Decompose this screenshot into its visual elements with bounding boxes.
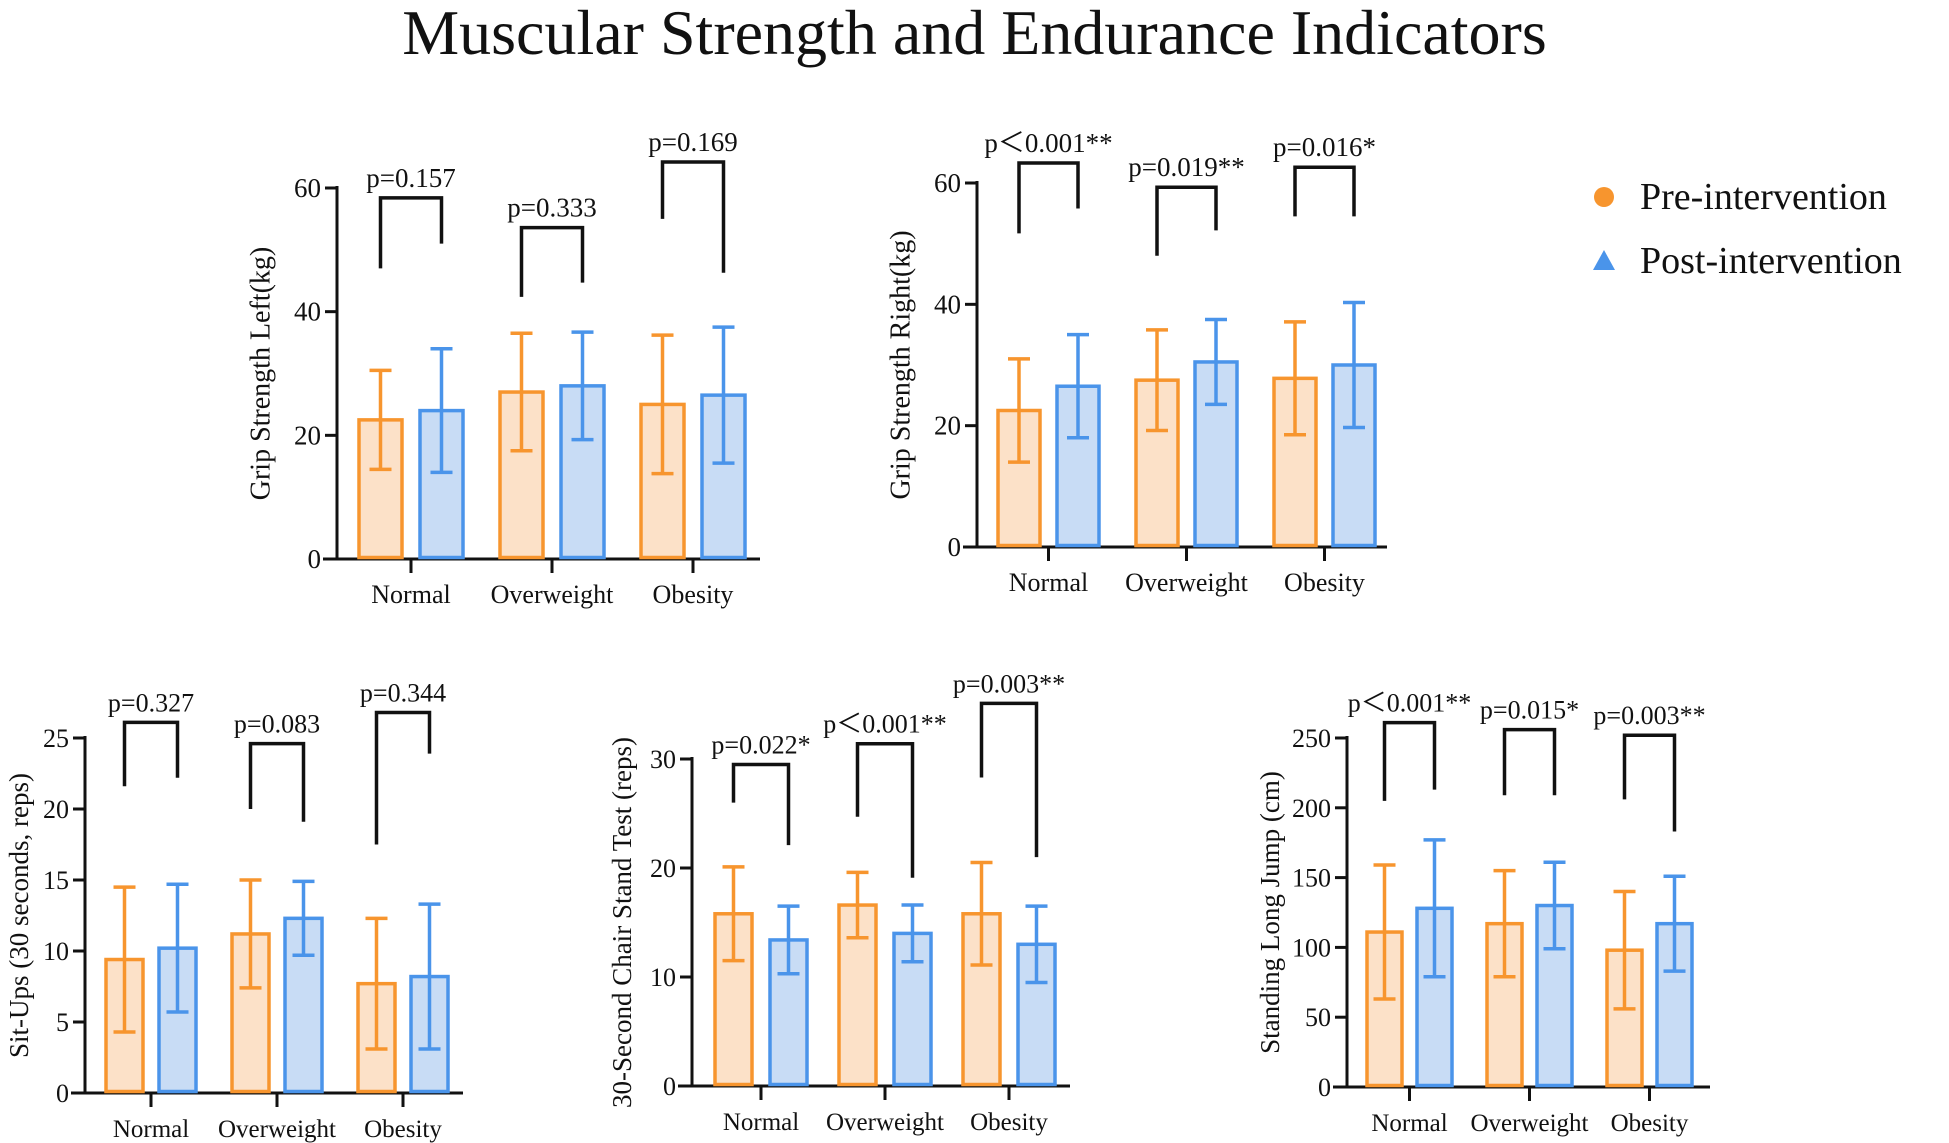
p-value-label: p=0.016* [1273, 132, 1376, 162]
x-tick-label: Obesity [364, 1116, 442, 1143]
p-value-label: p=0.003** [953, 669, 1065, 698]
p-value-label: p＜0.001** [823, 710, 947, 739]
y-tick-label: 20 [43, 795, 69, 824]
legend-item-pre: Pre-intervention [1592, 165, 1902, 229]
x-tick-label: Normal [1009, 568, 1088, 597]
p-value-label: p=0.022* [711, 730, 810, 759]
circle-marker-icon [1594, 187, 1614, 207]
p-value-label: p＜0.001** [1348, 689, 1472, 718]
x-tick-label: Overweight [1470, 1110, 1588, 1137]
x-tick-label: Obesity [653, 580, 734, 609]
bar-post [892, 931, 933, 1087]
y-axis-label: Sit-Ups (30 seconds, reps) [4, 773, 34, 1058]
significance-bracket [1155, 185, 1218, 256]
x-tick-label: Normal [723, 1109, 799, 1136]
x-tick-label: Overweight [1125, 568, 1249, 597]
y-axis-label: Grip Strength Right(kg) [885, 230, 916, 499]
chart-panel: 0 20 40 60 Grip Strength Left(kg) Normal p=0.1… [245, 127, 760, 609]
x-tick-label: Normal [113, 1116, 189, 1143]
significance-bracket [378, 196, 444, 269]
y-tick-label: 25 [43, 724, 69, 753]
p-value-label: p=0.327 [108, 688, 194, 717]
significance-bracket [979, 701, 1039, 858]
figure-title: Muscular Strength and Endurance Indicato… [402, 0, 1547, 68]
p-value-label: p=0.015* [1480, 696, 1579, 725]
p-value-label: p=0.019** [1128, 152, 1244, 182]
significance-bracket [519, 225, 585, 297]
bar-post [1055, 384, 1101, 548]
y-tick-label: 30 [650, 745, 676, 774]
significance-bracket [374, 710, 432, 845]
p-value-label: p=0.169 [648, 127, 737, 157]
y-tick-label: 0 [308, 544, 322, 574]
x-tick-label: Normal [1371, 1110, 1447, 1137]
y-tick-label: 20 [934, 411, 961, 441]
y-tick-label: 250 [1292, 724, 1331, 753]
y-tick-label: 5 [56, 1008, 69, 1037]
y-axis-label: 30-Second Chair Stand Test (reps) [607, 737, 637, 1108]
y-tick-label: 0 [663, 1072, 676, 1101]
bar-pre [1134, 378, 1180, 548]
y-tick-label: 0 [56, 1079, 69, 1108]
y-axis-label: Standing Long Jump (cm) [1255, 771, 1285, 1054]
bar-pre [357, 418, 404, 560]
legend: Pre-intervention Post-intervention [1592, 165, 1902, 293]
legend-label-pre: Pre-intervention [1640, 176, 1887, 218]
y-tick-label: 50 [1305, 1003, 1331, 1032]
y-tick-label: 20 [294, 420, 321, 450]
chart-panel: 0 5 10 15 20 25 Sit-Ups (30 seconds, reps) Norm… [4, 678, 463, 1143]
x-tick-label: Overweight [826, 1109, 944, 1136]
legend-label-post: Post-intervention [1640, 240, 1902, 282]
p-value-label: p=0.083 [234, 710, 320, 739]
x-tick-label: Overweight [491, 580, 615, 609]
y-tick-label: 15 [43, 866, 69, 895]
p-value-label: p=0.344 [360, 678, 446, 707]
significance-bracket [248, 741, 306, 822]
y-tick-label: 10 [43, 937, 69, 966]
x-tick-label: Obesity [970, 1109, 1048, 1136]
y-tick-label: 60 [294, 173, 321, 203]
y-tick-label: 10 [650, 963, 676, 992]
triangle-marker-icon [1593, 250, 1615, 270]
significance-bracket [731, 762, 791, 846]
significance-bracket [122, 720, 180, 787]
y-tick-label: 100 [1292, 933, 1331, 962]
p-value-label: p=0.333 [507, 193, 596, 223]
y-tick-label: 40 [294, 297, 321, 327]
significance-bracket [1017, 161, 1080, 234]
x-tick-label: Obesity [1611, 1110, 1689, 1137]
significance-bracket [1382, 720, 1437, 801]
chart-panel: 0 10 20 30 30-Second Chair Stand Test (reps)… [607, 669, 1070, 1136]
y-tick-label: 60 [934, 168, 961, 198]
significance-bracket [1502, 727, 1557, 796]
chart-panel: 0 20 40 60 Grip Strength Right(kg) Normal p＜0.… [885, 128, 1387, 597]
y-tick-label: 20 [650, 854, 676, 883]
x-tick-label: Normal [371, 580, 450, 609]
y-tick-label: 0 [1318, 1073, 1331, 1102]
legend-item-post: Post-intervention [1592, 229, 1902, 293]
y-tick-label: 0 [948, 532, 962, 562]
significance-bracket [1293, 165, 1356, 217]
y-tick-label: 150 [1292, 864, 1331, 893]
x-tick-label: Overweight [218, 1116, 336, 1143]
y-tick-label: 40 [934, 289, 961, 319]
significance-bracket [855, 741, 915, 878]
y-tick-label: 200 [1292, 794, 1331, 823]
significance-bracket [660, 160, 726, 273]
p-value-label: p＜0.001** [984, 128, 1112, 158]
significance-bracket [1622, 733, 1677, 832]
x-tick-label: Obesity [1284, 568, 1365, 597]
p-value-label: p=0.003** [1593, 701, 1705, 730]
y-axis-label: Grip Strength Left(kg) [245, 247, 276, 501]
p-value-label: p=0.157 [366, 163, 455, 193]
